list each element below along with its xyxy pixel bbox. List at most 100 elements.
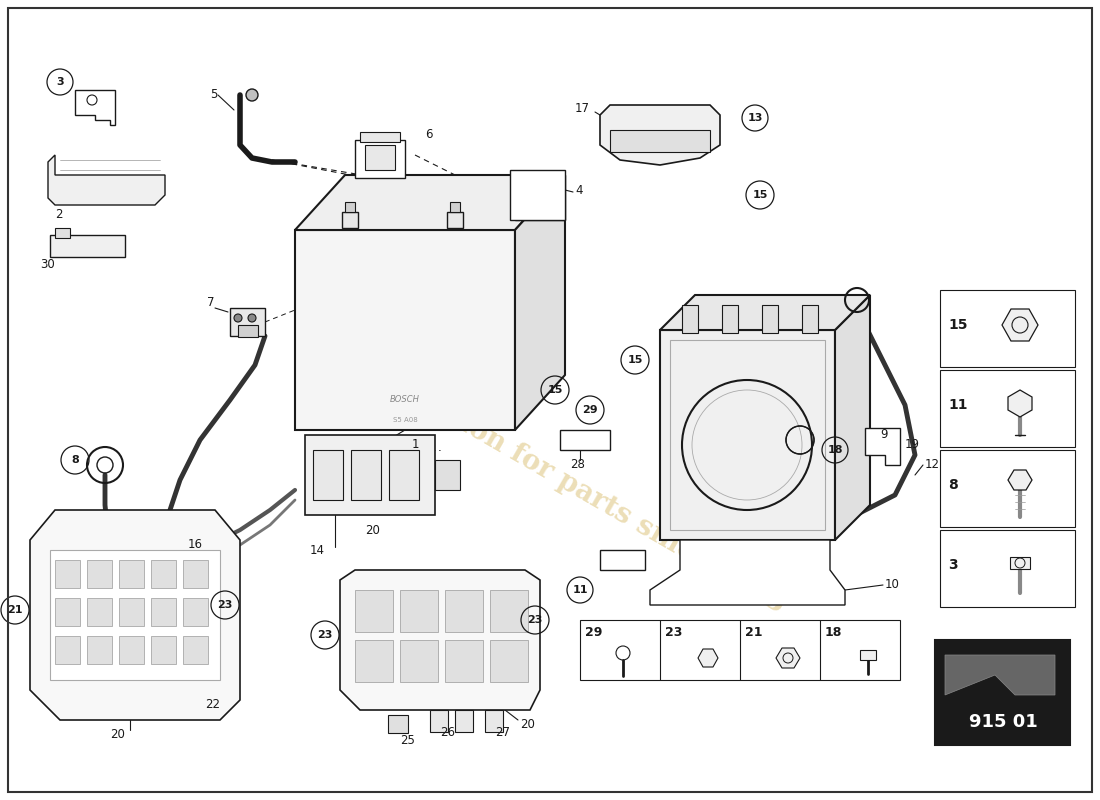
Text: 20: 20 <box>365 523 380 537</box>
Bar <box>610 130 710 152</box>
Bar <box>151 560 176 588</box>
Text: 18: 18 <box>825 626 843 638</box>
Bar <box>560 430 610 450</box>
Text: 16: 16 <box>188 538 204 551</box>
Bar <box>360 132 400 142</box>
Bar <box>295 230 515 430</box>
Bar <box>455 710 473 732</box>
Bar <box>55 598 80 626</box>
Polygon shape <box>515 175 565 220</box>
Text: 15: 15 <box>752 190 768 200</box>
Text: 14: 14 <box>310 543 324 557</box>
Bar <box>940 370 1075 447</box>
Text: 21: 21 <box>8 605 23 615</box>
Polygon shape <box>1002 309 1038 341</box>
Polygon shape <box>75 90 116 125</box>
Bar <box>119 560 144 588</box>
Bar <box>355 640 393 682</box>
Polygon shape <box>600 105 720 165</box>
Text: 10: 10 <box>886 578 900 591</box>
Text: BOSCH: BOSCH <box>390 395 420 405</box>
Text: 22: 22 <box>205 698 220 711</box>
Text: 6: 6 <box>425 129 432 142</box>
Bar <box>940 450 1075 527</box>
Bar <box>365 145 395 170</box>
Bar <box>670 340 825 530</box>
Polygon shape <box>776 648 800 668</box>
Text: 3: 3 <box>56 77 64 87</box>
Circle shape <box>248 314 256 322</box>
Bar <box>490 640 528 682</box>
Bar <box>183 598 208 626</box>
Bar <box>802 305 818 333</box>
Polygon shape <box>865 428 900 465</box>
Text: 29: 29 <box>585 626 603 638</box>
Text: 26: 26 <box>440 726 455 738</box>
Bar <box>183 636 208 664</box>
Text: 17: 17 <box>575 102 590 114</box>
Polygon shape <box>48 155 165 205</box>
Bar <box>119 598 144 626</box>
Text: 20: 20 <box>520 718 535 731</box>
Text: 5: 5 <box>210 89 218 102</box>
Bar <box>87 560 112 588</box>
Text: 8: 8 <box>948 478 958 492</box>
Polygon shape <box>698 649 718 667</box>
Bar <box>355 140 405 178</box>
Text: 23: 23 <box>666 626 682 638</box>
Text: 20: 20 <box>110 729 125 742</box>
Circle shape <box>246 89 258 101</box>
Bar <box>151 598 176 626</box>
Circle shape <box>234 314 242 322</box>
Text: 4: 4 <box>575 183 583 197</box>
Bar <box>314 450 343 500</box>
Text: 1: 1 <box>411 438 419 451</box>
Polygon shape <box>835 295 870 540</box>
Text: 9: 9 <box>880 429 888 442</box>
Bar <box>119 636 144 664</box>
Text: 15: 15 <box>948 318 968 332</box>
Text: 18: 18 <box>827 445 843 455</box>
Bar <box>50 550 220 680</box>
Bar <box>660 330 835 540</box>
Text: 915 01: 915 01 <box>969 713 1037 731</box>
Bar <box>580 620 900 680</box>
Bar <box>430 710 448 732</box>
Bar <box>345 202 355 212</box>
Bar <box>600 550 645 570</box>
Text: 29: 29 <box>582 405 597 415</box>
Bar <box>722 305 738 333</box>
Text: 23: 23 <box>527 615 542 625</box>
Bar <box>935 640 1070 745</box>
Bar <box>389 450 419 500</box>
Bar <box>940 530 1075 607</box>
Text: 27: 27 <box>495 726 510 738</box>
Bar <box>87 636 112 664</box>
Text: 13: 13 <box>747 113 762 123</box>
Text: 11: 11 <box>948 398 968 412</box>
Text: 21: 21 <box>745 626 762 638</box>
Text: 23: 23 <box>317 630 332 640</box>
Bar <box>682 305 698 333</box>
Text: 2: 2 <box>55 209 63 222</box>
Bar <box>50 235 125 257</box>
Bar <box>446 590 483 632</box>
Text: a passion for parts since 1975: a passion for parts since 1975 <box>371 362 790 618</box>
Polygon shape <box>340 570 540 710</box>
Bar <box>1010 557 1030 569</box>
Bar <box>490 590 528 632</box>
Text: 12: 12 <box>925 458 940 471</box>
Text: 7: 7 <box>207 297 215 310</box>
Polygon shape <box>650 540 845 605</box>
Bar <box>355 590 393 632</box>
Bar <box>447 212 463 228</box>
Bar <box>450 202 460 212</box>
Text: 15: 15 <box>627 355 642 365</box>
Bar <box>230 308 265 336</box>
Bar <box>446 640 483 682</box>
Polygon shape <box>1008 390 1032 417</box>
Polygon shape <box>30 510 240 720</box>
Bar <box>762 305 778 333</box>
Bar <box>940 290 1075 367</box>
Polygon shape <box>295 175 565 230</box>
